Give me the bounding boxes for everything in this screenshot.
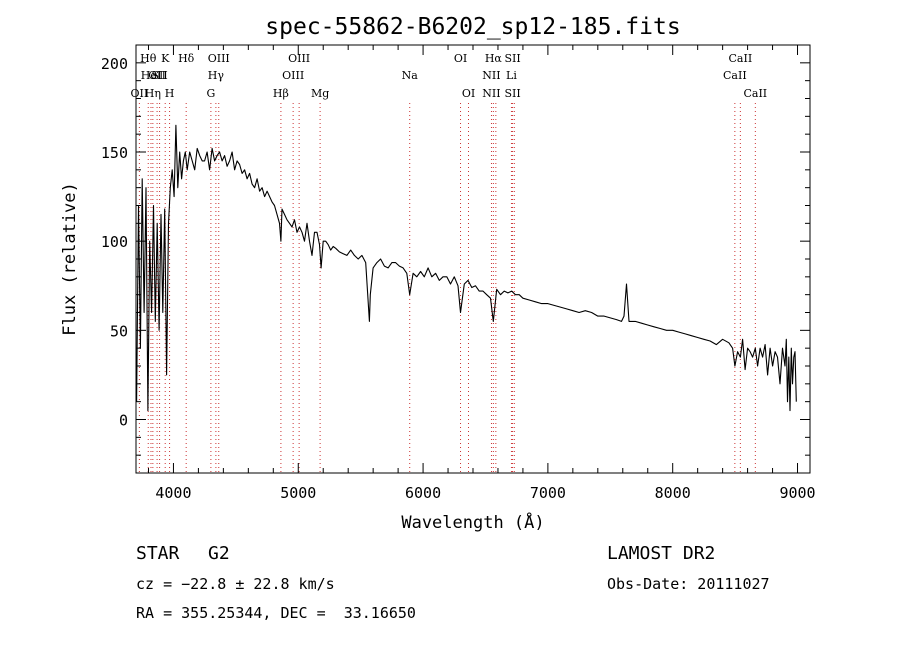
line-label: OII <box>131 87 149 100</box>
velocity-readout: cz = −22.8 ± 22.8 km/s <box>136 575 335 593</box>
y-tick-label: 150 <box>101 144 128 162</box>
line-label: K <box>161 52 170 65</box>
line-label: CaII <box>723 69 747 82</box>
line-label: SII <box>504 52 520 65</box>
line-label: HeI <box>141 69 161 82</box>
line-label: OII <box>148 69 166 82</box>
y-tick-label: 200 <box>101 55 128 73</box>
line-label: OIII <box>208 52 230 65</box>
y-tick-label: 50 <box>110 322 128 340</box>
line-label: H <box>165 87 175 100</box>
line-labels: OIIHθHeIHηOIISIIKHHδGHγOIIIHβOIIIOIIIMgN… <box>131 52 768 100</box>
y-tick-label: 100 <box>101 233 128 251</box>
line-label: Hη <box>145 87 161 100</box>
line-label: OI <box>454 52 467 65</box>
coordinates: RA = 355.25344, DEC = 33.16650 <box>136 604 416 622</box>
x-axis: 4000 5000 6000 7000 8000 9000 <box>147 45 816 502</box>
line-label: OI <box>462 87 475 100</box>
line-label: NII <box>482 69 500 82</box>
obs-date: Obs-Date: 20111027 <box>607 575 770 593</box>
line-label: CaII <box>743 87 767 100</box>
line-label: OIII <box>282 69 304 82</box>
object-subclass: G2 <box>208 543 230 564</box>
line-label: Hγ <box>208 69 225 82</box>
line-label: Hα <box>485 52 503 65</box>
x-tick-label: 9000 <box>779 484 815 502</box>
line-label: G <box>206 87 215 100</box>
x-tick-label: 7000 <box>530 484 566 502</box>
line-label: Hθ <box>140 52 157 65</box>
y-axis-label: Flux (relative) <box>60 182 80 336</box>
x-axis-label: Wavelength (Å) <box>401 511 544 533</box>
line-label: Na <box>402 69 419 82</box>
line-label: Hβ <box>273 87 289 100</box>
line-label: Hδ <box>178 52 195 65</box>
x-tick-label: 8000 <box>655 484 691 502</box>
spectrum-line <box>136 124 797 412</box>
line-label: CaII <box>729 52 753 65</box>
line-label: Li <box>506 69 517 82</box>
object-class: STAR <box>136 543 180 564</box>
line-label: OIII <box>288 52 310 65</box>
line-label: SII <box>151 69 167 82</box>
x-tick-label: 5000 <box>280 484 316 502</box>
x-tick-label: 6000 <box>405 484 441 502</box>
line-label: NII <box>482 87 500 100</box>
chart-title: spec-55862-B6202_sp12-185.fits <box>265 14 680 40</box>
line-label: SII <box>504 87 520 100</box>
line-label: Mg <box>311 87 329 100</box>
survey-name: LAMOST DR2 <box>607 543 716 564</box>
y-tick-label: 0 <box>119 412 128 430</box>
line-markers <box>138 103 756 473</box>
y-axis: 0 50 100 150 200 <box>101 44 810 456</box>
plot-frame <box>135 44 811 474</box>
x-tick-label: 4000 <box>155 484 191 502</box>
